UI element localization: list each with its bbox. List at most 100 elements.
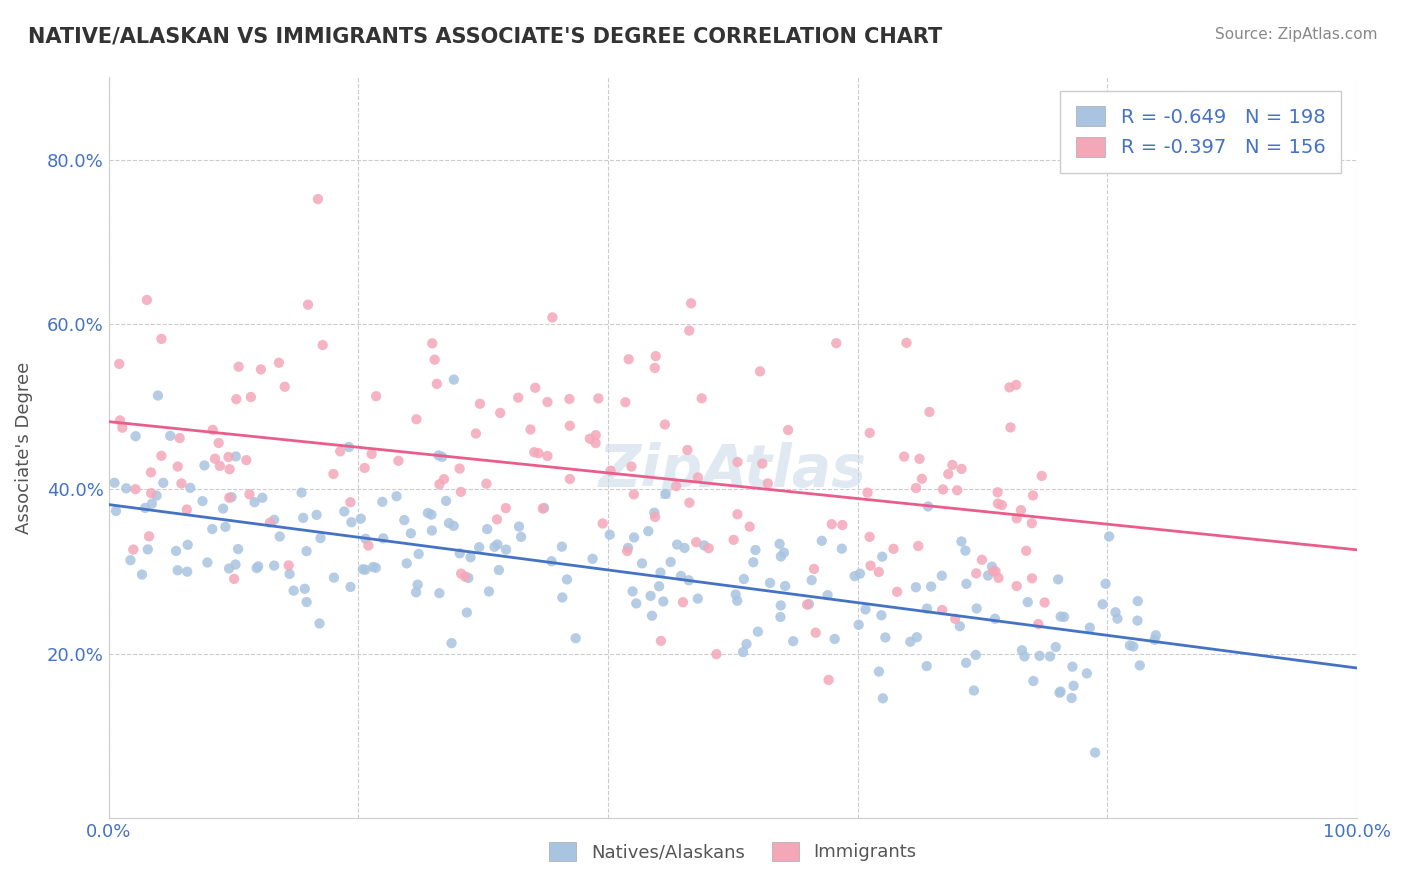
Point [984, 564, 1007, 578]
Point [115, 481, 138, 495]
Point [385, 489, 408, 503]
Point [678, 495, 700, 509]
Point [124, 429, 146, 443]
Point [817, 673, 839, 687]
Point [620, 459, 643, 474]
Point [733, 572, 755, 586]
Point [278, 566, 301, 581]
Point [617, 352, 640, 367]
Point [648, 579, 671, 593]
Point [433, 472, 456, 486]
Point [886, 584, 908, 599]
Point [987, 497, 1010, 511]
Point [295, 544, 318, 558]
Point [1010, 503, 1032, 517]
Point [406, 577, 429, 591]
Point [204, 451, 226, 466]
Point [1049, 684, 1071, 698]
Point [519, 422, 541, 436]
Point [759, 575, 782, 590]
Point [917, 500, 939, 514]
Point [1022, 488, 1045, 502]
Point [659, 555, 682, 569]
Point [468, 397, 491, 411]
Point [540, 554, 562, 568]
Point [434, 494, 457, 508]
Point [1021, 571, 1043, 585]
Point [1063, 679, 1085, 693]
Point [744, 543, 766, 558]
Point [290, 485, 312, 500]
Point [875, 631, 897, 645]
Point [1039, 649, 1062, 664]
Point [423, 352, 446, 367]
Point [170, 476, 193, 491]
Point [585, 436, 607, 450]
Point [742, 555, 765, 569]
Point [269, 529, 291, 543]
Point [420, 508, 443, 522]
Point [387, 454, 409, 468]
Point [426, 376, 449, 391]
Point [949, 619, 972, 633]
Point [725, 594, 748, 608]
Point [510, 530, 533, 544]
Point [685, 535, 707, 549]
Point [678, 574, 700, 588]
Point [725, 508, 748, 522]
Point [1060, 690, 1083, 705]
Point [247, 559, 270, 574]
Point [339, 580, 361, 594]
Point [226, 542, 249, 557]
Point [665, 479, 688, 493]
Point [177, 538, 200, 552]
Point [1005, 511, 1028, 525]
Point [1076, 666, 1098, 681]
Point [373, 532, 395, 546]
Point [773, 546, 796, 560]
Point [981, 559, 1004, 574]
Point [443, 373, 465, 387]
Point [1122, 640, 1144, 654]
Point [905, 481, 928, 495]
Point [307, 192, 329, 206]
Point [623, 487, 645, 501]
Point [652, 594, 675, 608]
Point [666, 537, 689, 551]
Point [427, 449, 450, 463]
Point [443, 519, 465, 533]
Point [124, 482, 146, 496]
Point [654, 487, 676, 501]
Point [931, 568, 953, 582]
Point [981, 564, 1004, 578]
Point [907, 539, 929, 553]
Point [508, 519, 530, 533]
Point [191, 494, 214, 508]
Point [457, 571, 479, 585]
Point [166, 563, 188, 577]
Point [1053, 610, 1076, 624]
Point [354, 532, 377, 546]
Point [120, 553, 142, 567]
Point [599, 527, 621, 541]
Point [405, 412, 427, 426]
Point [1107, 612, 1129, 626]
Point [486, 537, 509, 551]
Point [440, 636, 463, 650]
Point [706, 647, 728, 661]
Point [551, 540, 574, 554]
Point [693, 538, 716, 552]
Point [778, 423, 800, 437]
Point [274, 380, 297, 394]
Point [896, 335, 918, 350]
Point [460, 550, 482, 565]
Point [267, 356, 290, 370]
Point [224, 572, 246, 586]
Point [297, 298, 319, 312]
Point [585, 428, 607, 442]
Point [292, 511, 315, 525]
Point [803, 562, 825, 576]
Point [420, 524, 443, 538]
Point [984, 612, 1007, 626]
Point [150, 449, 173, 463]
